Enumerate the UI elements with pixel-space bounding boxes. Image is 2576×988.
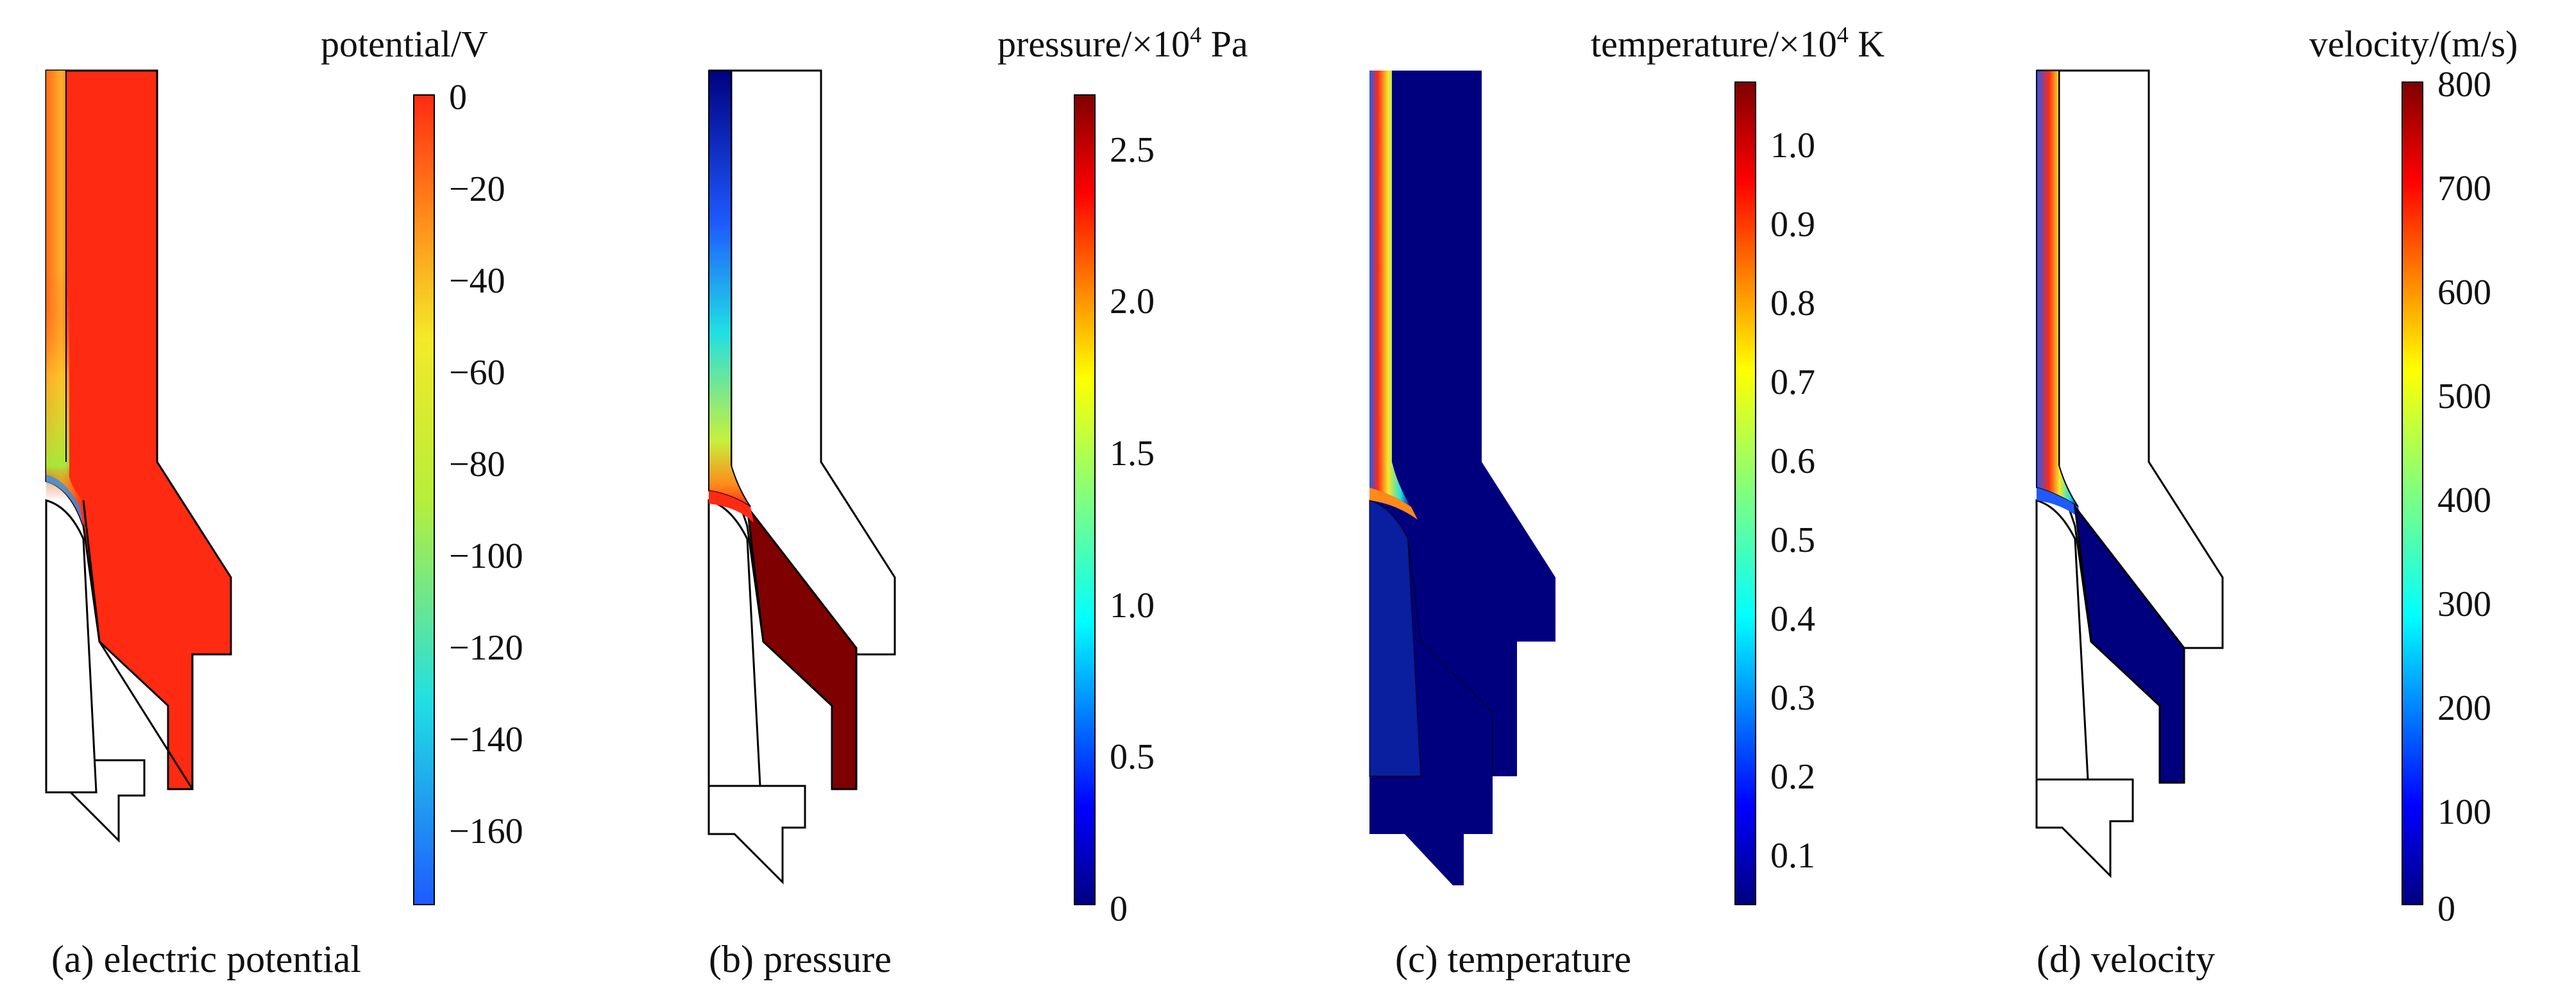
panel-a-ticks: 0 −20 −40 −60 −80 −100 −120 −140 −160 (449, 78, 523, 851)
panel-c-caption: (c) temperature (1395, 938, 1631, 980)
tick-c-3: 0.7 (1770, 362, 1815, 402)
panel-c-ticks: 1.0 0.9 0.8 0.7 0.6 0.5 0.4 0.3 0.2 0.1 (1770, 126, 1815, 876)
tick-d-0: 800 (2437, 65, 2491, 105)
tick-d-1: 700 (2437, 169, 2491, 209)
panel-a-colorbar-title: potential/V (321, 23, 488, 65)
panel-d-caption: (d) velocity (2037, 938, 2215, 980)
panel-d-colorbar (2402, 81, 2423, 905)
tick-a-6: −120 (449, 628, 523, 668)
tick-d-6: 200 (2437, 688, 2491, 728)
tick-c-2: 0.8 (1770, 284, 1815, 323)
tick-c-4: 0.6 (1770, 441, 1815, 481)
tick-a-8: −160 (449, 812, 523, 851)
tick-a-0: 0 (449, 78, 467, 117)
tick-b-2: 1.5 (1110, 434, 1155, 473)
panel-c-geometry (1369, 71, 1555, 885)
panel-b-ticks: 2.5 2.0 1.5 1.0 0.5 0 (1110, 130, 1155, 929)
tick-a-1: −20 (449, 169, 505, 209)
panel-b-geometry (708, 69, 896, 885)
tick-c-1: 0.9 (1770, 205, 1815, 244)
panel-d-geometry (2035, 69, 2224, 878)
panel-d-colorbar-title: velocity/(m/s) (2309, 23, 2518, 65)
tick-b-5: 0 (1110, 889, 1128, 929)
panel-c-title-sup: 4 (1837, 22, 1849, 47)
tick-d-4: 400 (2437, 481, 2491, 520)
tick-d-3: 500 (2437, 377, 2491, 416)
tick-c-8: 0.2 (1770, 757, 1815, 797)
panel-a-caption: (a) electric potential (51, 938, 361, 980)
panel-b-caption: (b) pressure (709, 938, 892, 980)
panel-d-ticks: 800 700 600 500 400 300 200 100 0 (2437, 65, 2491, 929)
tick-c-5: 0.5 (1770, 520, 1815, 560)
tick-b-4: 0.5 (1110, 737, 1155, 777)
tick-b-1: 2.0 (1110, 282, 1155, 321)
tick-d-2: 600 (2437, 273, 2491, 312)
tick-c-6: 0.4 (1770, 599, 1815, 639)
tick-a-5: −100 (449, 536, 523, 576)
tick-d-7: 100 (2437, 792, 2491, 832)
tick-a-3: −60 (449, 353, 505, 393)
panel-b-colorbar-title: pressure/×104 Pa (997, 22, 1248, 65)
tick-b-3: 1.0 (1110, 586, 1155, 626)
tick-a-7: −140 (449, 720, 523, 760)
tick-a-4: −80 (449, 445, 505, 484)
panel-b-colorbar (1074, 94, 1096, 905)
tick-a-2: −40 (449, 261, 505, 301)
panel-a-geometry (45, 69, 232, 843)
panel-b-title-main: pressure/×10 (997, 23, 1190, 65)
tick-c-0: 1.0 (1770, 126, 1815, 166)
panel-a-colorbar (413, 94, 435, 905)
panel-c-colorbar-title: temperature/×104 K (1591, 22, 1885, 65)
tick-c-7: 0.3 (1770, 678, 1815, 718)
panel-c-title-main: temperature/×10 (1591, 23, 1837, 65)
tick-d-8: 0 (2437, 889, 2455, 929)
tick-c-9: 0.1 (1770, 836, 1815, 876)
tick-d-5: 300 (2437, 584, 2491, 624)
panel-c-colorbar (1734, 81, 1756, 905)
tick-b-0: 2.5 (1110, 130, 1155, 170)
panel-c-title-unit: K (1849, 23, 1885, 65)
panel-b-title-unit: Pa (1201, 23, 1248, 65)
panel-b-title-sup: 4 (1190, 22, 1201, 47)
